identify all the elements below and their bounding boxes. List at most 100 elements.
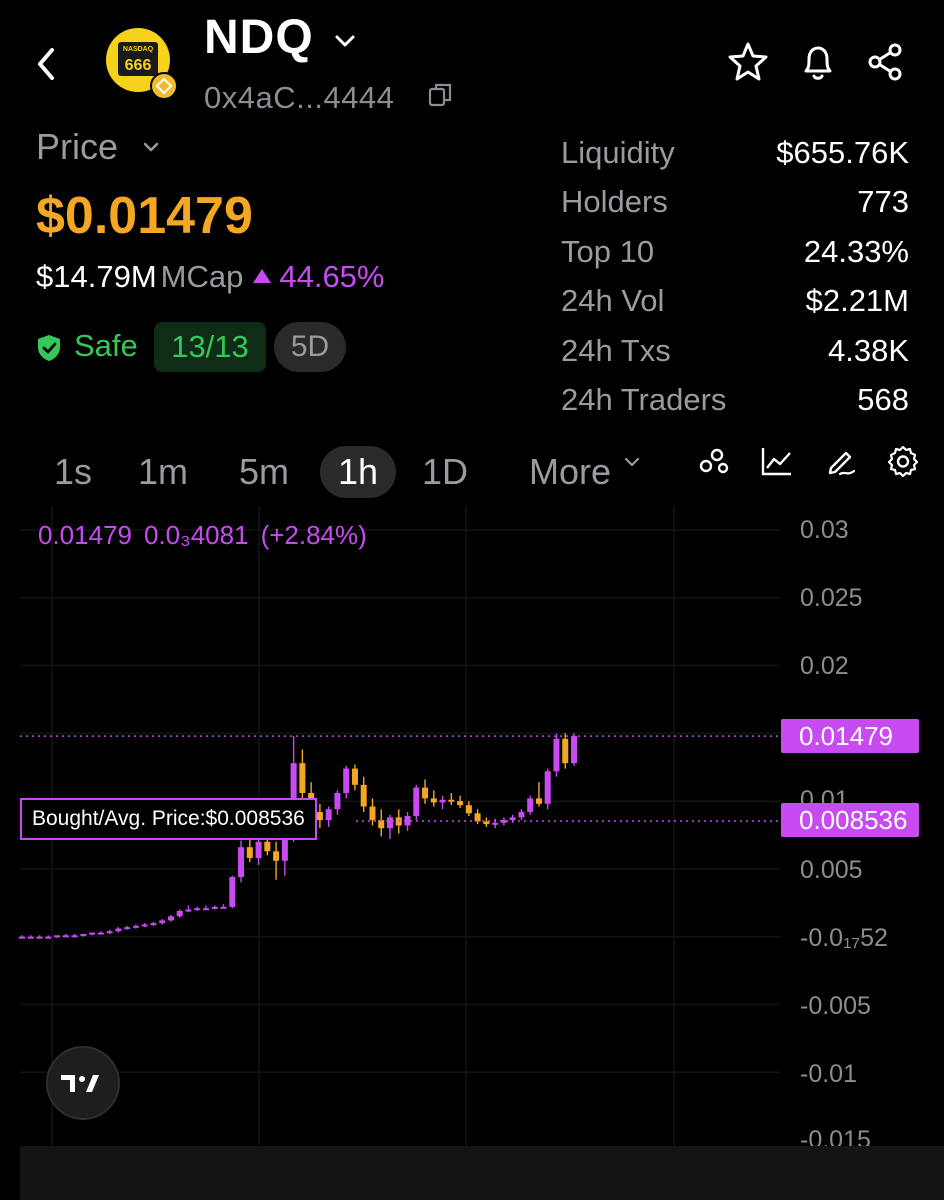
candle <box>36 936 43 939</box>
stat-row: Top 10 24.33% <box>561 227 909 276</box>
back-icon[interactable] <box>28 40 68 88</box>
bottom-panel <box>20 1146 944 1200</box>
share-icon[interactable] <box>864 40 908 84</box>
star-icon[interactable] <box>726 40 770 84</box>
candle <box>71 935 78 938</box>
header: NASDAQ 666 NDQ 0x4aC...4444 <box>0 0 944 120</box>
candle <box>316 811 323 821</box>
copy-icon[interactable] <box>426 80 456 110</box>
token-logo: NASDAQ 666 <box>106 28 178 100</box>
candle <box>369 806 376 821</box>
audit-score-badge[interactable]: 13/13 <box>154 322 266 372</box>
candle <box>115 928 122 932</box>
stat-row: 24h Txs 4.38K <box>561 326 909 375</box>
stat-label: Holders <box>561 184 668 220</box>
change-pct: (+2.84%) <box>260 520 367 550</box>
chevron-down-icon[interactable] <box>330 26 360 56</box>
bell-icon[interactable] <box>796 40 840 84</box>
candle <box>387 817 393 829</box>
current-price: $0.01479 <box>36 187 253 245</box>
chevron-down-icon[interactable] <box>622 452 642 472</box>
stat-row: 24h Traders 568 <box>561 375 909 424</box>
stat-value: 568 <box>857 381 909 417</box>
tab-1s[interactable]: 1s <box>53 451 93 492</box>
candle <box>211 906 218 909</box>
stat-label: 24h Traders <box>561 381 727 417</box>
stat-value: $2.21M <box>805 283 909 319</box>
candle <box>378 820 385 829</box>
candle <box>150 923 157 926</box>
svg-text:666: 666 <box>125 57 152 74</box>
market-cap-row: $14.79M MCap 44.65% <box>36 259 384 295</box>
ohlc-readout: 0.01479 0.0₃4081 (+2.84%) <box>38 520 379 551</box>
avg-price-tag: 0.008536 <box>781 803 919 837</box>
current-price-tag: 0.01479 <box>781 719 919 753</box>
stat-label: 24h Txs <box>561 332 671 368</box>
y-tick-label: 0.03 <box>800 516 849 544</box>
candle <box>246 847 253 859</box>
candle <box>273 851 280 861</box>
y-tick-label: 0.025 <box>800 584 863 612</box>
y-tick-label: -0.0₁₇52 <box>800 924 888 952</box>
timeframe-tabs: 1s 1m 5m 1h 1D More <box>0 436 944 506</box>
tab-5m[interactable]: 5m <box>238 451 289 492</box>
candle <box>264 841 271 852</box>
draw-icon[interactable] <box>824 444 858 478</box>
candle <box>465 805 472 814</box>
candle <box>457 801 464 806</box>
candle <box>325 809 332 821</box>
token-age-badge: 5D <box>274 322 346 372</box>
candle <box>492 822 499 825</box>
candle <box>185 909 192 912</box>
tradingview-icon <box>61 1075 99 1092</box>
candle <box>281 839 288 861</box>
price-change: 44.65% <box>279 259 385 294</box>
chevron-down-icon[interactable] <box>140 136 162 158</box>
candle <box>167 916 174 921</box>
candle <box>45 936 52 939</box>
candle <box>544 771 551 804</box>
candle <box>299 763 306 793</box>
candle <box>89 932 96 935</box>
price-selector-label[interactable]: Price <box>36 126 119 167</box>
settings-icon[interactable] <box>886 444 920 478</box>
tab-1m[interactable]: 1m <box>137 451 188 492</box>
candle <box>220 906 227 909</box>
candle <box>19 936 25 939</box>
candle <box>343 768 350 793</box>
tab-more[interactable]: More <box>528 451 612 492</box>
candle <box>553 738 560 772</box>
tab-1d[interactable]: 1D <box>421 451 469 492</box>
candle <box>255 841 262 859</box>
y-tick-label: 0.02 <box>800 652 849 680</box>
stat-row: Liquidity $655.76K <box>561 128 909 177</box>
candle <box>176 910 183 917</box>
candlestick-plot[interactable] <box>0 506 944 1146</box>
market-cap-label: MCap <box>160 259 244 294</box>
bought-avg-price-label[interactable]: Bought/Avg. Price:$0.008536 <box>20 798 317 840</box>
price-chart[interactable]: 0.01479 0.0₃4081 (+2.84%) 0.03 0.025 0.02 … <box>0 506 944 1154</box>
safe-label[interactable]: Safe <box>74 328 138 363</box>
token-ticker[interactable]: NDQ <box>204 11 314 64</box>
line-chart-icon[interactable] <box>760 444 794 478</box>
stat-value: 24.33% <box>803 233 909 269</box>
shield-check-icon <box>38 335 60 361</box>
candle <box>229 877 236 907</box>
token-stats: Liquidity $655.76K Holders 773 Top 10 24.33… <box>561 128 909 424</box>
change-abs: 0.0₃4081 <box>143 520 249 550</box>
candle <box>106 931 113 934</box>
candle <box>404 816 411 826</box>
candle <box>518 811 525 818</box>
tab-1h[interactable]: 1h <box>320 446 396 498</box>
candle <box>159 920 166 924</box>
candle <box>203 908 209 911</box>
candle <box>474 813 481 822</box>
candle <box>422 787 429 799</box>
indicators-icon[interactable] <box>698 444 732 478</box>
stat-row: 24h Vol $2.21M <box>561 276 909 325</box>
candle <box>141 924 148 927</box>
tradingview-logo[interactable] <box>46 1046 120 1120</box>
stat-row: Holders 773 <box>561 177 909 226</box>
y-tick-label: -0.005 <box>800 992 871 1020</box>
candle <box>54 935 61 938</box>
